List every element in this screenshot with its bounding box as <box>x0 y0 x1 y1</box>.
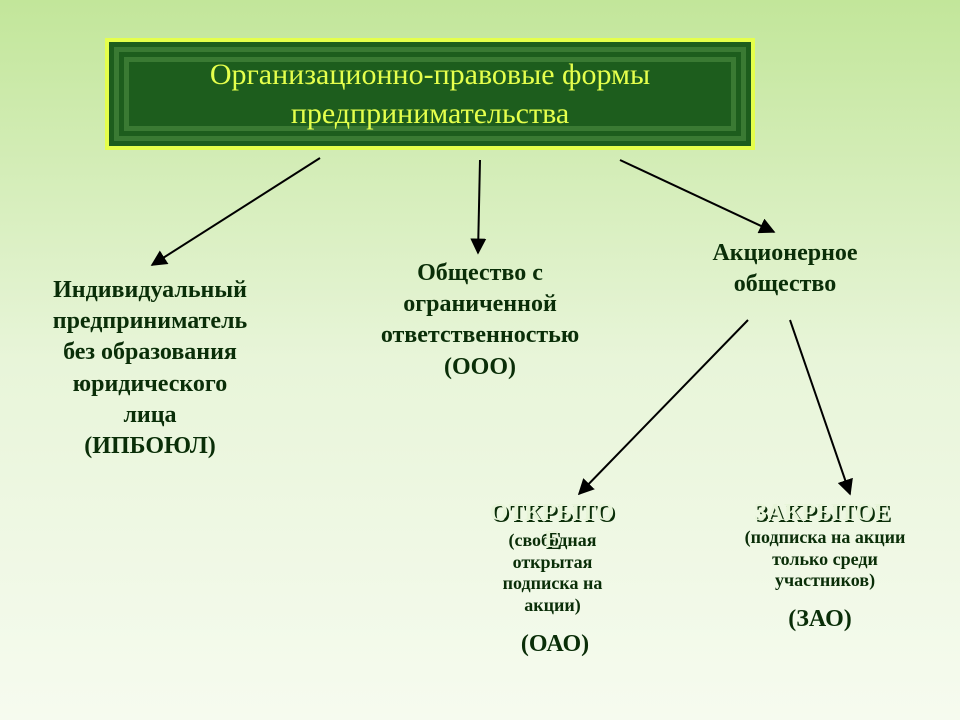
diagram-title: Организационно-правовые формы предприним… <box>105 55 755 133</box>
node-ao: Акционерноеобщество <box>670 238 900 300</box>
title-box: Организационно-правовые формы предприним… <box>105 38 755 150</box>
node-ip: Индивидуальныйпредпринимательбез образов… <box>20 275 280 462</box>
subnode-closed-desc: (подписка на акции только среди участник… <box>730 527 920 592</box>
node-ooo: Общество сограниченнойответственностью(О… <box>340 258 620 383</box>
subnode-closed-acronym: (ЗАО) <box>770 606 870 633</box>
subnode-open-acronym: (ОАО) <box>495 631 615 658</box>
subnode-closed-label: ЗАКРЫТОЕ ЗАКРЫТОЕ <box>722 500 922 527</box>
subnode-open-label: ОТКРЫТОЕ ОТКРЫТОЕ <box>462 500 642 554</box>
